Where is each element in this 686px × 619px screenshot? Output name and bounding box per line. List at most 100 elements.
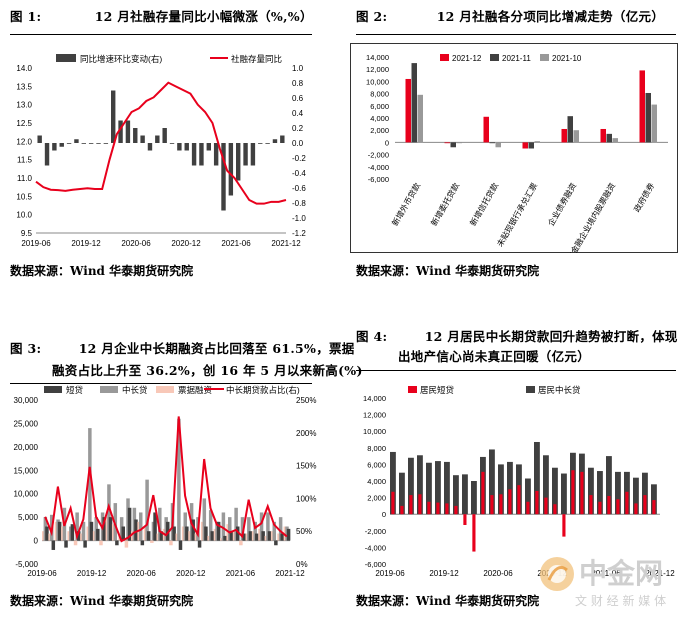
bar bbox=[456, 142, 462, 144]
y2-tick-label: 0.2 bbox=[292, 124, 304, 133]
bar bbox=[571, 470, 575, 515]
bar bbox=[567, 116, 573, 143]
bar bbox=[255, 533, 259, 541]
y-tick-label: 2,000 bbox=[367, 494, 386, 503]
y-tick-label: 12.0 bbox=[16, 137, 32, 146]
bar bbox=[159, 531, 164, 541]
bar bbox=[250, 143, 256, 166]
bar bbox=[453, 475, 459, 515]
y2-tick-label: 0% bbox=[296, 560, 308, 569]
legend-label: 2021-12 bbox=[452, 54, 482, 63]
bar bbox=[111, 90, 116, 143]
bar bbox=[259, 512, 264, 541]
bar bbox=[134, 519, 138, 541]
series-line bbox=[35, 81, 287, 205]
bar bbox=[57, 521, 62, 541]
y-tick-label: 15,000 bbox=[14, 466, 39, 475]
bar bbox=[526, 501, 530, 515]
bar bbox=[411, 63, 417, 143]
y-tick-label: 0 bbox=[382, 510, 386, 519]
bar bbox=[580, 471, 584, 515]
bar bbox=[606, 456, 612, 515]
bar bbox=[528, 142, 534, 149]
x-tick-label: 企业债券融资 bbox=[546, 181, 579, 228]
bar bbox=[598, 501, 602, 515]
bar bbox=[445, 503, 449, 515]
legend-swatch bbox=[540, 54, 549, 61]
bar bbox=[124, 540, 129, 548]
bar bbox=[166, 521, 170, 541]
bar bbox=[265, 143, 270, 144]
legend-swatch bbox=[526, 386, 535, 393]
bar bbox=[552, 467, 558, 515]
panel-1-prefix: 图 1: bbox=[10, 9, 42, 24]
bar bbox=[600, 128, 606, 143]
watermark: 中金网 文 财 经 新 媒 体 bbox=[535, 550, 685, 610]
bar bbox=[66, 143, 72, 144]
bar bbox=[185, 526, 189, 541]
y2-tick-label: 0.4 bbox=[292, 109, 304, 118]
bar bbox=[499, 494, 503, 515]
bar bbox=[169, 540, 173, 546]
bar bbox=[236, 143, 241, 181]
bar bbox=[612, 138, 618, 143]
bar bbox=[113, 503, 118, 541]
y-tick-label: 11.0 bbox=[17, 174, 33, 183]
bar bbox=[202, 498, 207, 541]
bar bbox=[436, 502, 440, 515]
bar bbox=[102, 517, 106, 541]
y2-tick-label: 200% bbox=[296, 429, 316, 438]
bar bbox=[240, 517, 245, 541]
x-tick-label: 新增信托贷款 bbox=[468, 181, 501, 228]
bar bbox=[242, 533, 246, 541]
bar bbox=[178, 540, 183, 550]
x-tick-label: 2019-12 bbox=[77, 569, 107, 578]
legend-label: 中长期贷款占比(右) bbox=[226, 385, 300, 395]
bar bbox=[399, 472, 405, 515]
y-tick-label: 14,000 bbox=[363, 394, 386, 403]
bar bbox=[184, 143, 189, 151]
y-tick-label: -6,000 bbox=[368, 175, 389, 184]
x-tick-label: 新增委托贷款 bbox=[429, 181, 462, 228]
bar bbox=[228, 143, 234, 196]
x-tick-label: 未贴现银行承兑汇票 bbox=[495, 181, 540, 248]
bar bbox=[253, 521, 257, 541]
y2-tick-label: -0.2 bbox=[292, 154, 306, 163]
y-tick-label: -5,000 bbox=[15, 560, 38, 569]
bar bbox=[280, 533, 284, 541]
x-tick-label: 新增外币贷款 bbox=[390, 181, 423, 228]
chart-2-frame bbox=[350, 43, 678, 253]
bar bbox=[235, 526, 240, 541]
bar bbox=[206, 143, 211, 151]
y-tick-label: 11.5 bbox=[17, 156, 33, 165]
bar bbox=[243, 143, 248, 166]
bar bbox=[651, 104, 657, 143]
bar bbox=[417, 455, 423, 515]
panel-4-title: 图 4: 12 月居民中长期贷款回升趋势被打断，体现 bbox=[356, 328, 678, 346]
y2-tick-label: 0.0 bbox=[292, 139, 304, 148]
bar bbox=[535, 490, 539, 515]
panel-2-source: 数据来源：Wind 华泰期货研究院 bbox=[356, 264, 540, 278]
legend-swatch bbox=[408, 386, 417, 393]
bar bbox=[266, 512, 270, 541]
y2-tick-label: 250% bbox=[296, 396, 316, 405]
bar bbox=[633, 477, 639, 515]
bar bbox=[248, 531, 253, 541]
bar bbox=[213, 143, 219, 166]
y-tick-label: 30,000 bbox=[14, 396, 39, 405]
x-tick-label: 2019-12 bbox=[429, 569, 459, 578]
bar bbox=[146, 531, 151, 541]
x-tick-label: 2020-06 bbox=[127, 569, 157, 578]
y-tick-label: 9.5 bbox=[21, 229, 33, 238]
y-tick-label: 10,000 bbox=[14, 490, 39, 499]
bar bbox=[140, 135, 145, 143]
y2-tick-label: 50% bbox=[296, 527, 312, 536]
bar bbox=[125, 120, 131, 143]
x-tick-label: 2020-12 bbox=[171, 239, 201, 248]
bar bbox=[597, 471, 603, 515]
bar bbox=[651, 484, 657, 515]
x-tick-label: 2021-06 bbox=[591, 569, 621, 578]
bar bbox=[44, 143, 50, 166]
bar bbox=[103, 143, 109, 144]
bar bbox=[272, 139, 278, 143]
